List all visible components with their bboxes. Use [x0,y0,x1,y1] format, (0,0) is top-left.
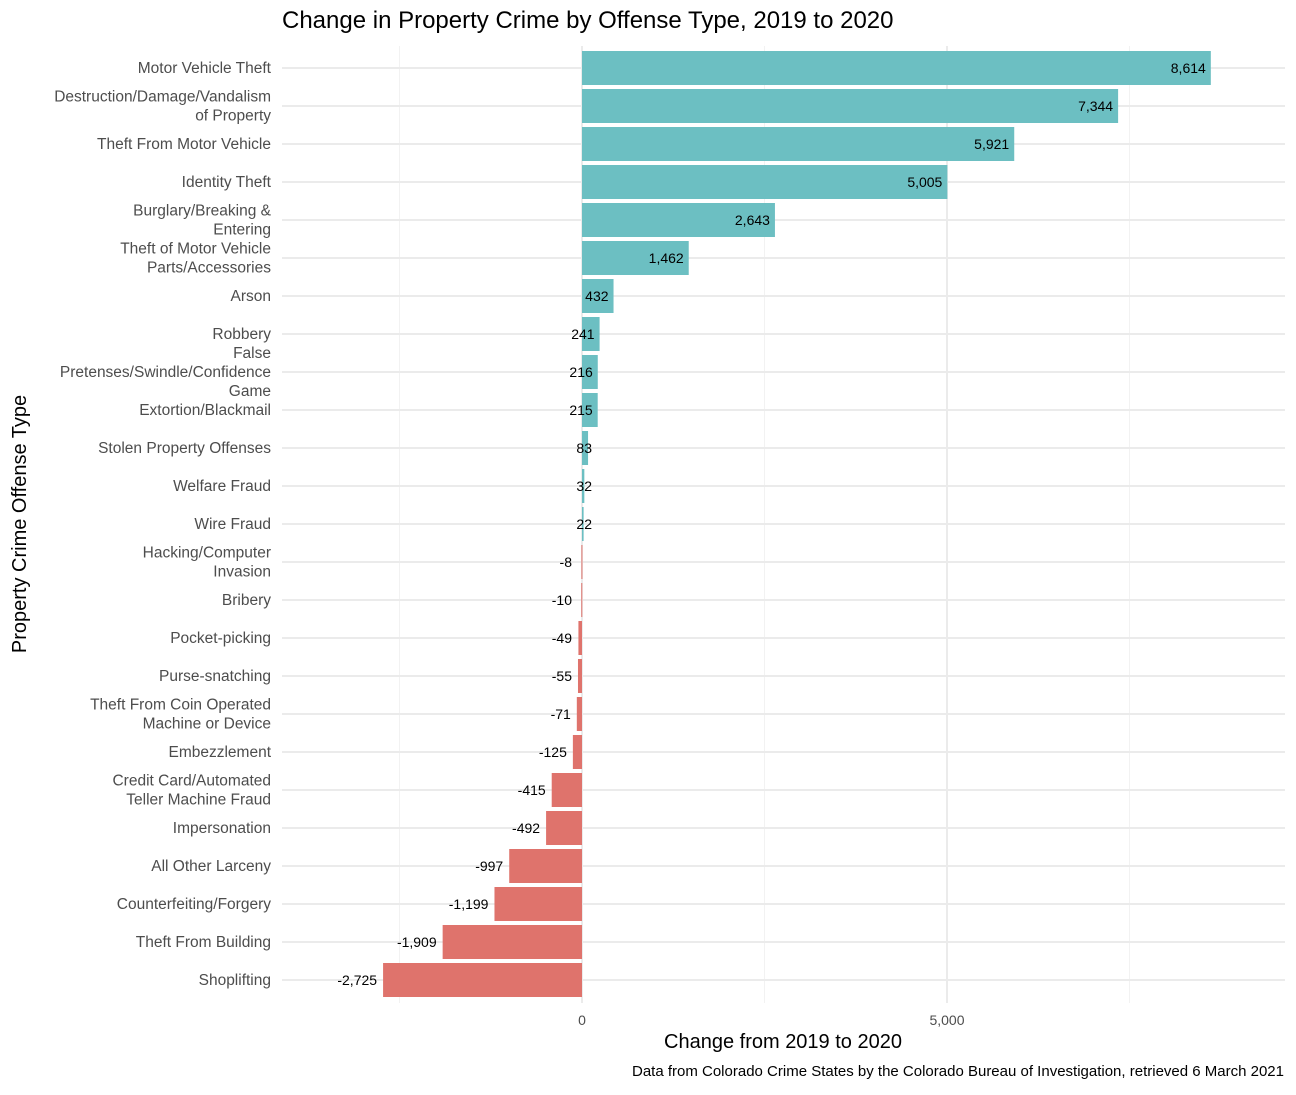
bar [582,317,600,351]
bar [582,51,1211,85]
bar [582,507,584,541]
bar [509,849,582,883]
y-axis-title: Property Crime Offense Type [9,395,31,653]
category-label: Stolen Property Offenses [98,440,271,457]
data-label: 83 [576,440,592,456]
bar [582,127,1015,161]
category-label: Identity Theft [182,174,272,191]
bar [551,773,582,807]
chart-title: Change in Property Crime by Offense Type… [282,7,893,34]
bar [582,165,948,199]
data-label: 215 [569,402,593,418]
category-label: Wire Fraud [194,516,271,533]
category-label: Hacking/Computer Invasion [143,545,271,581]
data-label: 32 [576,478,592,494]
x-tick-label: 0 [578,1012,586,1028]
bar [494,887,582,921]
bar [581,545,583,579]
bar [576,697,582,731]
data-label: -2,725 [337,972,377,988]
category-label: Theft From Motor Vehicle [97,136,271,153]
data-label: 241 [571,326,595,342]
category-label: Purse-snatching [159,668,271,685]
data-label: 7,344 [1078,98,1113,114]
category-label: Destruction/Damage/Vandalism of Property [54,89,271,125]
category-label: Impersonation [173,820,271,837]
data-label: 22 [576,516,592,532]
category-label: Theft From Building [136,934,271,951]
bar [578,621,582,655]
data-label: 1,462 [649,250,684,266]
data-label: -1,909 [397,934,437,950]
data-label: 5,005 [907,174,942,190]
data-label: -49 [552,630,572,646]
data-label: -997 [475,858,503,874]
bar [572,735,582,769]
data-label: -55 [552,668,572,684]
category-label: False Pretenses/Swindle/Confidence Game [60,345,271,400]
category-label: Pocket-picking [170,630,271,647]
bar [582,355,598,389]
data-label: 216 [569,364,593,380]
bar [582,89,1119,123]
data-label: 432 [585,288,609,304]
bar [582,393,598,427]
category-label: Credit Card/Automated Teller Machine Frau… [112,773,271,809]
category-label: Arson [231,288,272,305]
bar [383,963,582,997]
bar [442,925,582,959]
data-label: -10 [552,592,572,608]
category-label: Extortion/Blackmail [139,402,271,419]
bar [546,811,582,845]
category-label: Bribery [222,592,271,609]
bar-layer [383,51,1211,997]
category-label: Theft From Coin Operated Machine or Devic… [90,697,271,733]
bar [582,241,689,275]
category-label: Welfare Fraud [173,478,271,495]
data-label: -71 [551,706,571,722]
data-label: 2,643 [735,212,770,228]
data-label: 8,614 [1171,60,1206,76]
bar [582,279,614,313]
data-label: -415 [518,782,546,798]
bar [577,659,582,693]
bar [581,583,583,617]
data-label: 5,921 [974,136,1009,152]
x-tick-label: 5,000 [929,1012,964,1028]
bar [582,431,589,465]
category-label: All Other Larceny [151,858,271,875]
category-label: Theft of Motor Vehicle Parts/Accessories [120,241,271,277]
category-label: Shoplifting [199,972,271,989]
bar [582,203,775,237]
category-label: Burglary/Breaking & Entering [133,203,272,239]
category-label: Motor Vehicle Theft [138,60,272,77]
x-axis-title: Change from 2019 to 2020 [664,1031,902,1053]
data-label: -1,199 [449,896,489,912]
chart-caption: Data from Colorado Crime States by the C… [632,1063,1284,1080]
data-label: -492 [512,820,540,836]
data-label: -8 [560,554,573,570]
data-label: -125 [539,744,567,760]
category-label: Embezzlement [168,744,271,761]
category-label: Robbery [212,326,271,343]
label-layer: 0 5,000 8,614 Motor Vehicle Theft 7,344 Destr… [54,60,1206,1028]
grid-layer [282,46,1285,1003]
category-label: Counterfeiting/Forgery [117,896,271,913]
bar [582,469,585,503]
